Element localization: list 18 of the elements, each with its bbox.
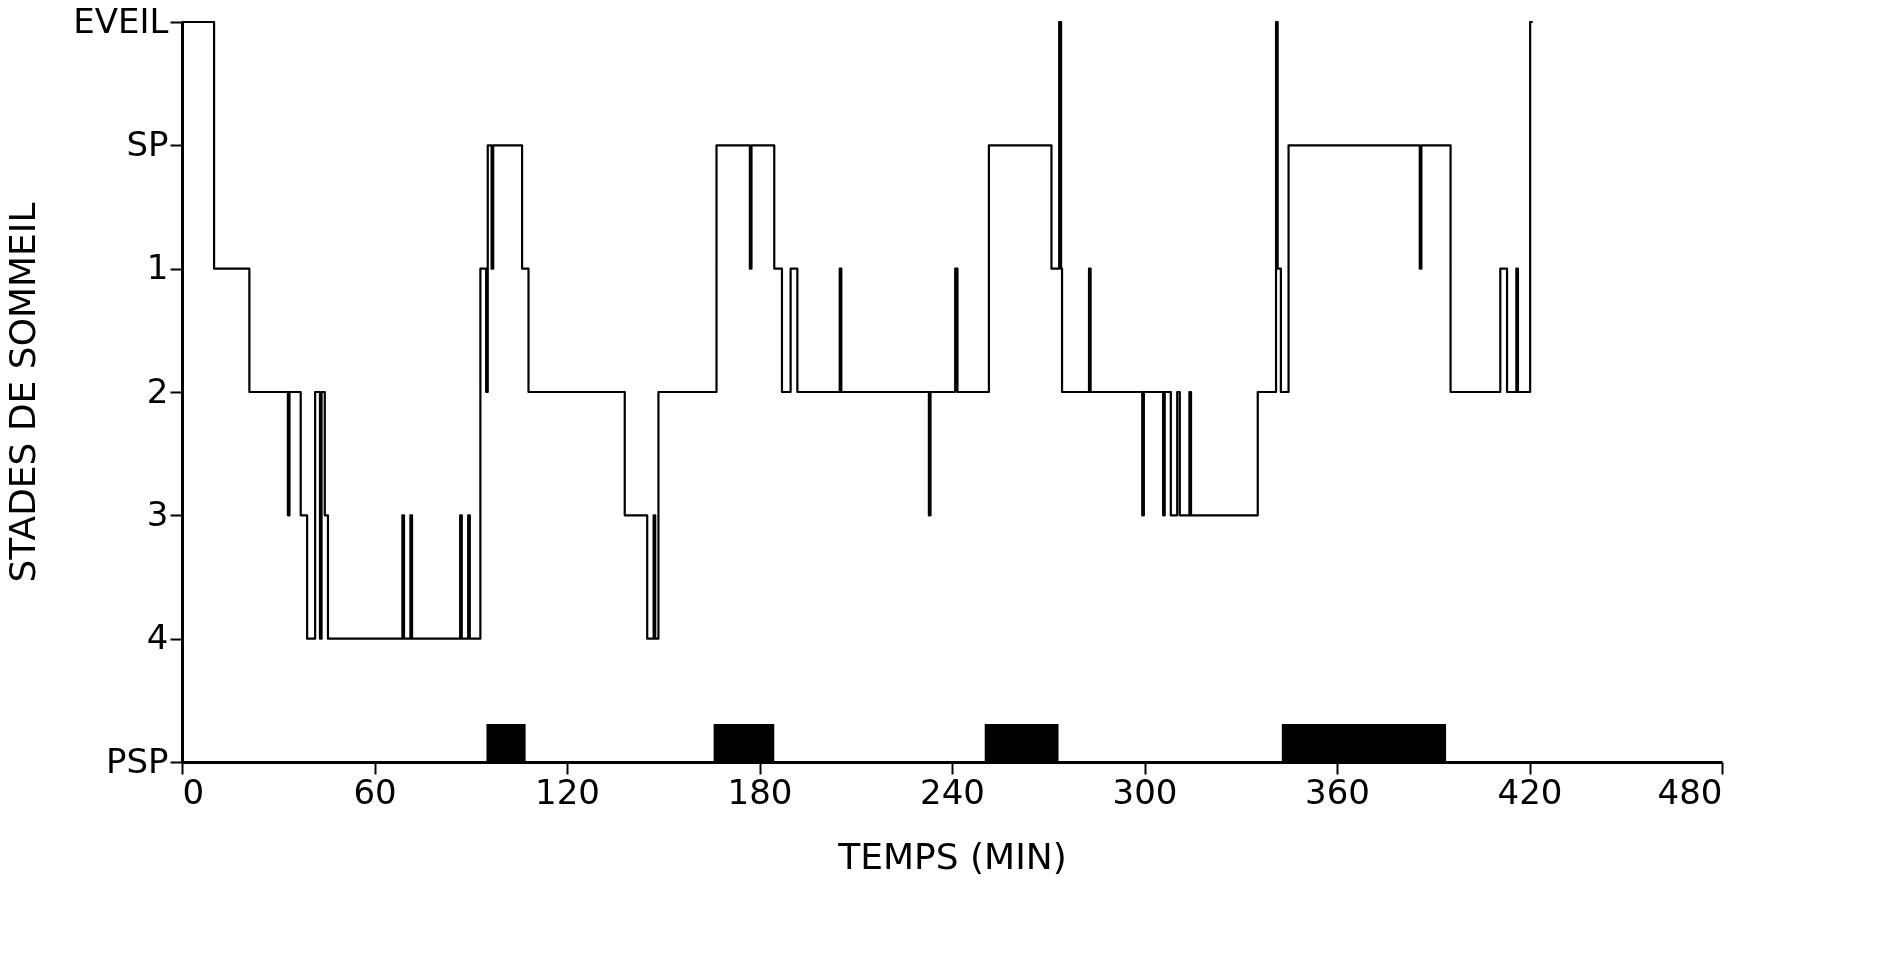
y-tick-label: 3: [146, 493, 169, 534]
x-tick-label: 180: [727, 771, 793, 812]
y-tick-label: SP: [126, 123, 169, 164]
x-tick-label: 0: [182, 771, 205, 812]
x-axis-title: TEMPS (MIN): [837, 835, 1067, 877]
x-tick-label: 480: [1657, 771, 1723, 812]
y-tick-label: 2: [146, 370, 169, 411]
y-tick-label: PSP: [105, 740, 169, 781]
x-tick-label: 420: [1497, 771, 1563, 812]
y-tick-label: 1: [146, 247, 169, 288]
y-axis-title: STADES DE SOMMEIL: [2, 202, 44, 583]
x-tick-label: 60: [353, 771, 397, 812]
x-tick-label: 120: [535, 771, 600, 812]
y-tick-label: EVEIL: [73, 0, 169, 41]
x-tick-label: 360: [1305, 771, 1370, 812]
y-tick-label: 4: [146, 617, 169, 658]
x-tick-label: 300: [1112, 771, 1178, 812]
x-tick-label: 240: [920, 771, 985, 812]
